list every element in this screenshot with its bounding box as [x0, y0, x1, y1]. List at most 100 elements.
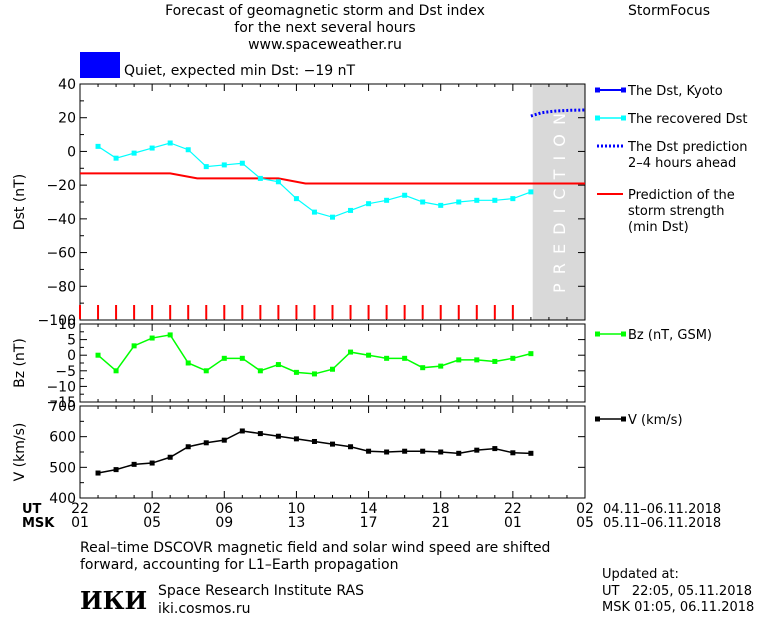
footer-note-line2: forward, accounting for L1–Earth propaga…	[80, 557, 399, 573]
legend-bz-marker	[595, 331, 600, 337]
footer-note-line1: Real–time DSCOVR magnetic field and sola…	[80, 540, 551, 556]
status-color-box	[80, 52, 120, 78]
recovered-dst-point	[492, 197, 498, 203]
legend-bz-label: Bz (nT, GSM)	[628, 328, 712, 343]
bz-point	[149, 335, 155, 341]
dst-ytick-label: 20	[58, 111, 76, 127]
bz-point	[474, 357, 480, 363]
v-ytick-label: 400	[49, 491, 76, 507]
bz-point	[366, 352, 372, 358]
updated-ut: UT 22:05, 05.11.2018	[602, 584, 753, 599]
recovered-dst-point	[456, 199, 462, 205]
recovered-dst-point	[420, 199, 426, 205]
bz-ylabel: Bz (nT)	[12, 338, 28, 388]
v-point	[203, 440, 209, 446]
v-point	[113, 467, 119, 473]
bz-ytick-label: −5	[55, 364, 76, 380]
v-point	[402, 448, 408, 454]
ut-date-range: 04.11–06.11.2018	[603, 502, 721, 517]
status-text: Quiet, expected min Dst: −19 nT	[124, 63, 356, 79]
bz-point	[402, 355, 408, 361]
bz-point	[203, 368, 209, 374]
bz-ytick-label: 0	[67, 348, 76, 364]
bz-point	[221, 355, 227, 361]
dst-ytick-label: −100	[38, 313, 76, 329]
dst-ytick-label: −40	[46, 212, 76, 228]
ut-tick-label: 18	[432, 501, 450, 517]
recovered-dst-point	[438, 202, 444, 208]
v-point	[528, 450, 534, 456]
v-ytick-label: 700	[49, 399, 76, 415]
msk-tick-label: 09	[215, 515, 233, 531]
dst-plot-frame	[79, 83, 586, 321]
recovered-dst-point	[528, 189, 534, 195]
msk-axis-label: MSK	[22, 516, 55, 531]
legend-storm-strength-label: (min Dst)	[628, 220, 689, 235]
prediction-label: P R E D I C T I O N	[550, 111, 569, 293]
bz-point	[131, 343, 137, 349]
bz-point	[384, 355, 390, 361]
v-ytick-label: 600	[49, 430, 76, 446]
bz-point	[456, 357, 462, 363]
recovered-dst-point	[113, 155, 119, 161]
legend-recovered-dst-marker	[621, 115, 626, 121]
bz-point	[438, 363, 444, 369]
bz-point	[330, 366, 335, 372]
recovered-dst-point	[275, 179, 281, 185]
bz-point	[167, 332, 173, 338]
bz-ytick-label: −15	[46, 395, 76, 411]
v-point	[221, 437, 227, 443]
bz-ytick-label: −10	[46, 379, 76, 395]
dst-prediction-line	[530, 108, 586, 118]
v-ytick-label: 500	[49, 460, 76, 476]
legend-dst-prediction-label: 2–4 hours ahead	[628, 156, 736, 171]
recovered-dst-point	[149, 145, 155, 151]
legend-dst-kyoto-label: The Dst, Kyoto	[627, 84, 723, 99]
v-point	[275, 433, 281, 439]
legend-bz-marker	[621, 331, 626, 337]
recovered-dst-point	[510, 196, 516, 202]
dst-ylabel: Dst (nT)	[12, 174, 28, 230]
v-point	[510, 450, 516, 456]
v-point	[438, 449, 444, 455]
iki-logo: ИКИ	[80, 586, 148, 615]
msk-tick-label: 05	[143, 515, 161, 531]
legend-storm-strength-label: Prediction of the	[628, 188, 735, 203]
recovered-dst-point	[131, 150, 137, 156]
bz-line	[97, 334, 532, 375]
bz-point	[113, 368, 119, 374]
v-point	[149, 460, 155, 466]
legend-v-marker	[595, 416, 600, 422]
dst-ytick-label: −60	[46, 246, 76, 262]
v-point	[257, 431, 263, 437]
v-point	[330, 441, 335, 447]
legend-storm-strength-label: storm strength	[628, 204, 725, 219]
chart-title-line2: for the next several hours	[234, 20, 416, 36]
v-point	[456, 450, 462, 456]
recovered-dst-point	[384, 197, 390, 203]
chart-title-line1: Forecast of geomagnetic storm and Dst in…	[165, 3, 485, 19]
v-point	[366, 448, 372, 454]
v-point	[492, 446, 498, 452]
v-point	[420, 448, 426, 454]
legend-recovered-dst-label: The recovered Dst	[627, 112, 747, 127]
legend-recovered-dst-marker	[595, 115, 600, 121]
institute-name: Space Research Institute RAS	[158, 583, 364, 599]
prediction-zone	[532, 84, 585, 320]
bz-point	[311, 371, 317, 377]
recovered-dst-point	[293, 196, 299, 202]
v-point	[167, 454, 173, 460]
institute-url[interactable]: iki.cosmos.ru	[158, 601, 251, 617]
v-point	[348, 444, 354, 450]
recovered-dst-line	[97, 142, 532, 218]
brand-label: StormFocus	[628, 3, 711, 19]
v-point	[131, 461, 137, 467]
v-point	[474, 447, 480, 453]
bz-point	[257, 368, 263, 374]
bz-point	[293, 369, 299, 375]
legend-v-label: V (km/s)	[628, 413, 683, 428]
recovered-dst-point	[95, 143, 101, 149]
recovered-dst-point	[311, 209, 317, 215]
recovered-dst-point	[167, 140, 173, 146]
